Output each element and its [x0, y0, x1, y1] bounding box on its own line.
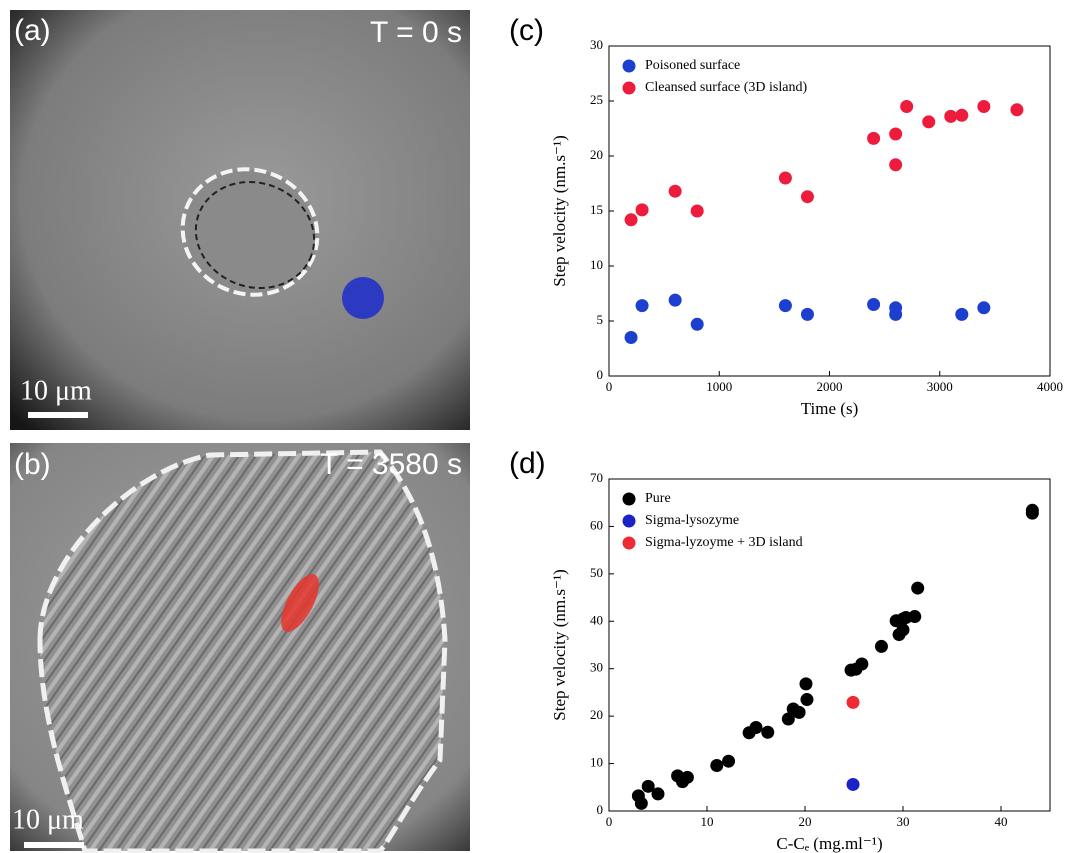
y-axis-label: Step velocity (nm.s⁻¹)	[550, 135, 569, 286]
data-point	[722, 755, 735, 768]
data-point	[1010, 103, 1023, 116]
image-label: (a)	[14, 14, 51, 47]
data-point	[955, 308, 968, 321]
x-tick-label: 3000	[927, 379, 953, 394]
y-tick-label: 60	[590, 517, 603, 532]
legend-label: Poisoned surface	[645, 58, 740, 73]
data-point	[800, 693, 813, 706]
data-point	[801, 190, 814, 203]
data-point	[681, 771, 694, 784]
data-point	[625, 331, 638, 344]
y-tick-label: 30	[590, 660, 603, 675]
image-a: (a) T = 0 s 10 μm	[10, 10, 470, 430]
plot-frame	[609, 479, 1050, 811]
data-point	[900, 100, 913, 113]
data-point	[636, 203, 649, 216]
data-point	[799, 677, 812, 690]
time-label: T = 0 s	[370, 16, 462, 49]
data-point	[977, 301, 990, 314]
legend-label: Sigma-lyzoyme + 3D island	[645, 535, 803, 550]
data-point	[1026, 507, 1039, 520]
y-tick-label: 50	[590, 565, 603, 580]
data-point	[652, 787, 665, 800]
data-point	[625, 213, 638, 226]
data-point	[977, 100, 990, 113]
panel-label: (d)	[509, 447, 546, 480]
data-point	[955, 109, 968, 122]
legend-marker	[623, 515, 636, 528]
data-point	[761, 726, 774, 739]
data-point	[867, 132, 880, 145]
legend-marker	[623, 82, 636, 95]
y-tick-label: 25	[590, 92, 603, 107]
data-point	[889, 308, 902, 321]
data-point	[779, 299, 792, 312]
y-axis-label: Step velocity (nm.s⁻¹)	[550, 569, 569, 720]
data-point	[636, 299, 649, 312]
y-tick-label: 70	[590, 470, 603, 485]
y-tick-label: 0	[597, 367, 604, 382]
x-tick-label: 4000	[1037, 379, 1063, 394]
y-tick-label: 0	[597, 802, 604, 817]
time-label: T = 3580 s	[320, 448, 462, 481]
legend-label: Cleansed surface (3D island)	[645, 80, 807, 95]
data-point	[944, 110, 957, 123]
legend-marker	[623, 60, 636, 73]
x-axis-label: Time (s)	[801, 399, 858, 418]
x-tick-label: 40	[995, 814, 1008, 829]
data-point	[922, 115, 935, 128]
scale-bar-label: 10 μm	[20, 375, 92, 406]
plot-frame	[609, 46, 1050, 376]
data-point	[710, 759, 723, 772]
y-tick-label: 20	[590, 147, 603, 162]
data-point	[889, 128, 902, 141]
data-point	[908, 610, 921, 623]
legend-label: Sigma-lysozyme	[645, 513, 739, 528]
x-tick-label: 2000	[817, 379, 843, 394]
legend-marker	[623, 537, 636, 550]
legend-marker	[623, 493, 636, 506]
data-point	[801, 308, 814, 321]
y-tick-label: 10	[590, 257, 603, 272]
data-point	[875, 640, 888, 653]
x-tick-label: 0	[606, 379, 613, 394]
x-tick-label: 1000	[706, 379, 732, 394]
data-point	[847, 778, 860, 791]
legend-label: Pure	[645, 491, 671, 506]
data-point	[669, 185, 682, 198]
data-point	[779, 172, 792, 185]
data-point	[911, 582, 924, 595]
data-point	[750, 721, 763, 734]
y-tick-label: 10	[590, 755, 603, 770]
data-point	[793, 706, 806, 719]
x-axis-label: C-Cₑ (mg.ml⁻¹)	[776, 834, 882, 853]
scale-bar-label: 10 μm	[12, 804, 84, 835]
data-point	[855, 657, 868, 670]
x-tick-label: 10	[701, 814, 714, 829]
y-tick-label: 15	[590, 202, 603, 217]
figure: (a) T = 0 s 10 μm (b) T = 3580 s 10 μm (…	[0, 0, 1067, 853]
y-tick-label: 30	[590, 37, 603, 52]
y-tick-label: 5	[597, 312, 604, 327]
data-point	[889, 158, 902, 171]
data-point	[669, 294, 682, 307]
x-tick-label: 30	[897, 814, 910, 829]
data-point	[867, 298, 880, 311]
data-point	[691, 318, 704, 331]
data-point	[691, 205, 704, 218]
data-point	[635, 797, 648, 810]
y-tick-label: 20	[590, 707, 603, 722]
image-b: (b) T = 3580 s 10 μm	[10, 443, 470, 851]
image-label: (b)	[14, 448, 51, 481]
x-tick-label: 0	[606, 814, 613, 829]
panel-label: (c)	[509, 14, 544, 47]
data-point	[847, 696, 860, 709]
y-tick-label: 40	[590, 612, 603, 627]
x-tick-label: 20	[799, 814, 812, 829]
